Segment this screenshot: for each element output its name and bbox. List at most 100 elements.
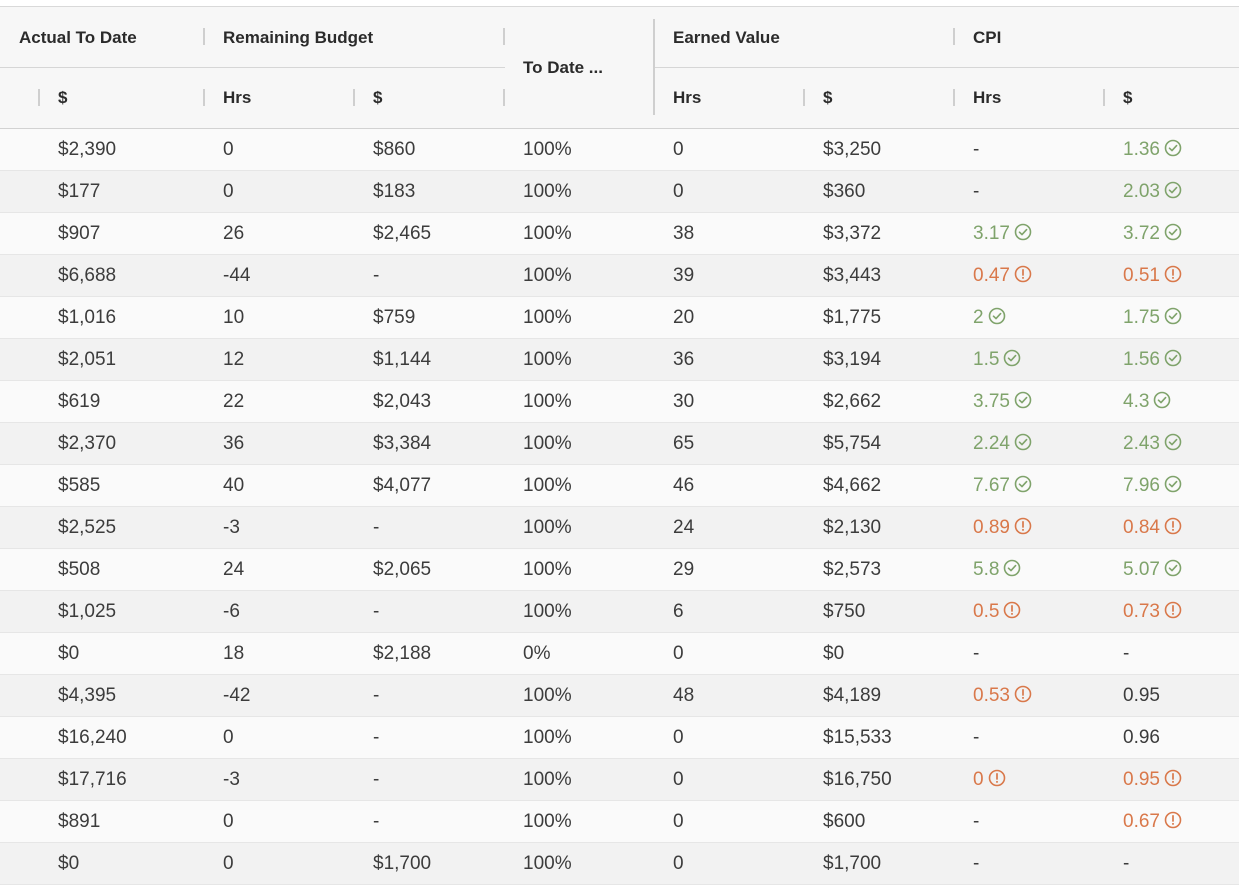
cell-to-date-pct-value: 100% xyxy=(523,475,572,496)
cell-remaining-dollars: - xyxy=(373,801,379,842)
cell-to-date-pct: 100% xyxy=(523,759,572,800)
cell-remaining-hrs-value: 10 xyxy=(223,307,245,328)
cell-remaining-dollars: - xyxy=(373,255,379,296)
cell-actual-dollars-value: $891 xyxy=(58,811,101,832)
column-resize-handle[interactable] xyxy=(953,28,955,45)
cell-remaining-hrs: -42 xyxy=(223,675,250,716)
table-row[interactable]: $2,370 36 $3,384 100% 65 $5,754 2.24 2.43 xyxy=(0,423,1239,465)
cell-remaining-dollars: $860 xyxy=(373,129,415,170)
check-circle-icon xyxy=(1004,560,1021,577)
cell-cpi-hrs-value: - xyxy=(973,853,980,874)
table-row[interactable]: $2,390 0 $860 100% 0 $3,250 - 1.36 xyxy=(0,129,1239,171)
cell-earned-hrs: 48 xyxy=(673,675,694,716)
cell-earned-dollars-value: $1,700 xyxy=(823,853,882,874)
cell-cpi-hrs: - xyxy=(973,129,979,170)
check-circle-icon xyxy=(1164,476,1182,493)
cell-cpi-hrs-value: - xyxy=(973,181,980,202)
cell-earned-hrs-value: 24 xyxy=(673,517,695,538)
column-header-actual-dollars[interactable]: $ xyxy=(58,88,68,107)
cell-earned-hrs-value: 20 xyxy=(673,307,695,328)
column-resize-handle[interactable] xyxy=(203,28,205,45)
column-resize-handle[interactable] xyxy=(803,89,805,106)
cell-actual-dollars: $891 xyxy=(58,801,100,842)
cell-actual-dollars: $2,370 xyxy=(58,423,116,464)
table-row[interactable]: $16,240 0 - 100% 0 $15,533 - 0.96 xyxy=(0,717,1239,759)
cell-remaining-dollars-value: $4,077 xyxy=(373,475,432,496)
cell-remaining-hrs-value: 22 xyxy=(223,391,245,412)
cell-cpi-dollars: 0.73 xyxy=(1123,591,1182,632)
cell-to-date-pct-value: 100% xyxy=(523,559,572,580)
cell-to-date-pct-value: 100% xyxy=(523,181,572,202)
cell-remaining-dollars: $3,384 xyxy=(373,423,431,464)
table-row[interactable]: $4,395 -42 - 100% 48 $4,189 0.53 0.95 xyxy=(0,675,1239,717)
cell-to-date-pct: 100% xyxy=(523,843,572,884)
column-resize-handle[interactable] xyxy=(503,28,505,45)
column-header-remaining-hrs[interactable]: Hrs xyxy=(223,88,252,107)
check-circle-icon xyxy=(1154,392,1171,409)
table-row[interactable]: $1,025 -6 - 100% 6 $750 0.5 0.73 xyxy=(0,591,1239,633)
cell-cpi-hrs: 0 xyxy=(973,759,1006,800)
cell-earned-dollars-value: $3,194 xyxy=(823,349,882,370)
check-circle-icon xyxy=(1014,476,1032,493)
cell-earned-dollars: $1,700 xyxy=(823,843,881,884)
cell-remaining-dollars: $1,700 xyxy=(373,843,431,884)
table-row[interactable]: $1,016 10 $759 100% 20 $1,775 2 1.75 xyxy=(0,297,1239,339)
column-group-cpi[interactable]: CPI xyxy=(973,28,1002,47)
column-header-earned-dollars[interactable]: $ xyxy=(823,88,833,107)
table-row[interactable]: $2,051 12 $1,144 100% 36 $3,194 1.5 1.56 xyxy=(0,339,1239,381)
cell-actual-dollars: $4,395 xyxy=(58,675,116,716)
column-resize-handle[interactable] xyxy=(1103,89,1105,106)
cell-earned-hrs: 65 xyxy=(673,423,694,464)
cell-remaining-hrs-value: 0 xyxy=(223,727,234,748)
table-row[interactable]: $907 26 $2,465 100% 38 $3,372 3.17 3.72 xyxy=(0,213,1239,255)
table-row[interactable]: $0 18 $2,188 0% 0 $0 - - xyxy=(0,633,1239,675)
cell-earned-hrs-value: 48 xyxy=(673,685,695,706)
cell-to-date-pct-value: 100% xyxy=(523,601,572,622)
cell-cpi-dollars: 5.07 xyxy=(1123,549,1182,590)
column-group-earned-value[interactable]: Earned Value xyxy=(673,28,780,47)
table-row[interactable]: $0 0 $1,700 100% 0 $1,700 - - xyxy=(0,843,1239,885)
table-row[interactable]: $6,688 -44 - 100% 39 $3,443 0.47 0.51 xyxy=(0,255,1239,297)
cell-remaining-dollars-value: - xyxy=(373,517,380,538)
column-resize-handle[interactable] xyxy=(503,89,505,106)
cell-remaining-dollars: $4,077 xyxy=(373,465,431,506)
cell-actual-dollars: $1,025 xyxy=(58,591,116,632)
cell-remaining-dollars-value: $2,065 xyxy=(373,559,432,580)
cell-cpi-dollars-value: - xyxy=(1123,853,1130,874)
column-header-remaining-dollars[interactable]: $ xyxy=(373,88,383,107)
table-row[interactable]: $585 40 $4,077 100% 46 $4,662 7.67 7.96 xyxy=(0,465,1239,507)
column-header-cpi-dollars[interactable]: $ xyxy=(1123,88,1133,107)
column-resize-handle[interactable] xyxy=(38,89,40,106)
cell-remaining-hrs-value: 24 xyxy=(223,559,245,580)
cell-earned-hrs-value: 38 xyxy=(673,223,695,244)
cell-remaining-hrs: 10 xyxy=(223,297,244,338)
table-row[interactable]: $2,525 -3 - 100% 24 $2,130 0.89 0.84 xyxy=(0,507,1239,549)
column-header-cpi-hrs[interactable]: Hrs xyxy=(973,88,1002,107)
column-resize-handle[interactable] xyxy=(953,89,955,106)
table-row[interactable]: $177 0 $183 100% 0 $360 - 2.03 xyxy=(0,171,1239,213)
header-row-divider xyxy=(655,67,1239,68)
column-resize-handle[interactable] xyxy=(203,89,205,106)
column-group-remaining-budget[interactable]: Remaining Budget xyxy=(223,28,374,47)
cell-cpi-hrs: 0.47 xyxy=(973,255,1032,296)
cell-remaining-hrs: 0 xyxy=(223,717,234,758)
column-resize-handle[interactable] xyxy=(353,89,355,106)
cell-cpi-dollars: 1.56 xyxy=(1123,339,1182,380)
check-circle-icon xyxy=(1014,224,1032,241)
table-row[interactable]: $891 0 - 100% 0 $600 - 0.67 xyxy=(0,801,1239,843)
cell-actual-dollars: $0 xyxy=(58,633,79,674)
cell-to-date-pct: 100% xyxy=(523,381,572,422)
cell-remaining-hrs-value: -3 xyxy=(223,517,240,538)
column-header-to-date-pct[interactable]: To Date ... xyxy=(523,58,603,77)
cell-cpi-hrs: 2 xyxy=(973,297,1006,338)
column-header-earned-hrs[interactable]: Hrs xyxy=(673,88,702,107)
table-row[interactable]: $17,716 -3 - 100% 0 $16,750 0 0.95 xyxy=(0,759,1239,801)
cell-cpi-dollars: 2.43 xyxy=(1123,423,1182,464)
alert-circle-icon xyxy=(1164,266,1182,283)
table-row[interactable]: $619 22 $2,043 100% 30 $2,662 3.75 4.3 xyxy=(0,381,1239,423)
column-group-actual-to-date[interactable]: Actual To Date xyxy=(19,28,137,47)
table-row[interactable]: $508 24 $2,065 100% 29 $2,573 5.8 5.07 xyxy=(0,549,1239,591)
cell-earned-dollars-value: $16,750 xyxy=(823,769,892,790)
cell-cpi-hrs-value: 2.24 xyxy=(973,433,1010,454)
cell-earned-hrs: 0 xyxy=(673,171,684,212)
